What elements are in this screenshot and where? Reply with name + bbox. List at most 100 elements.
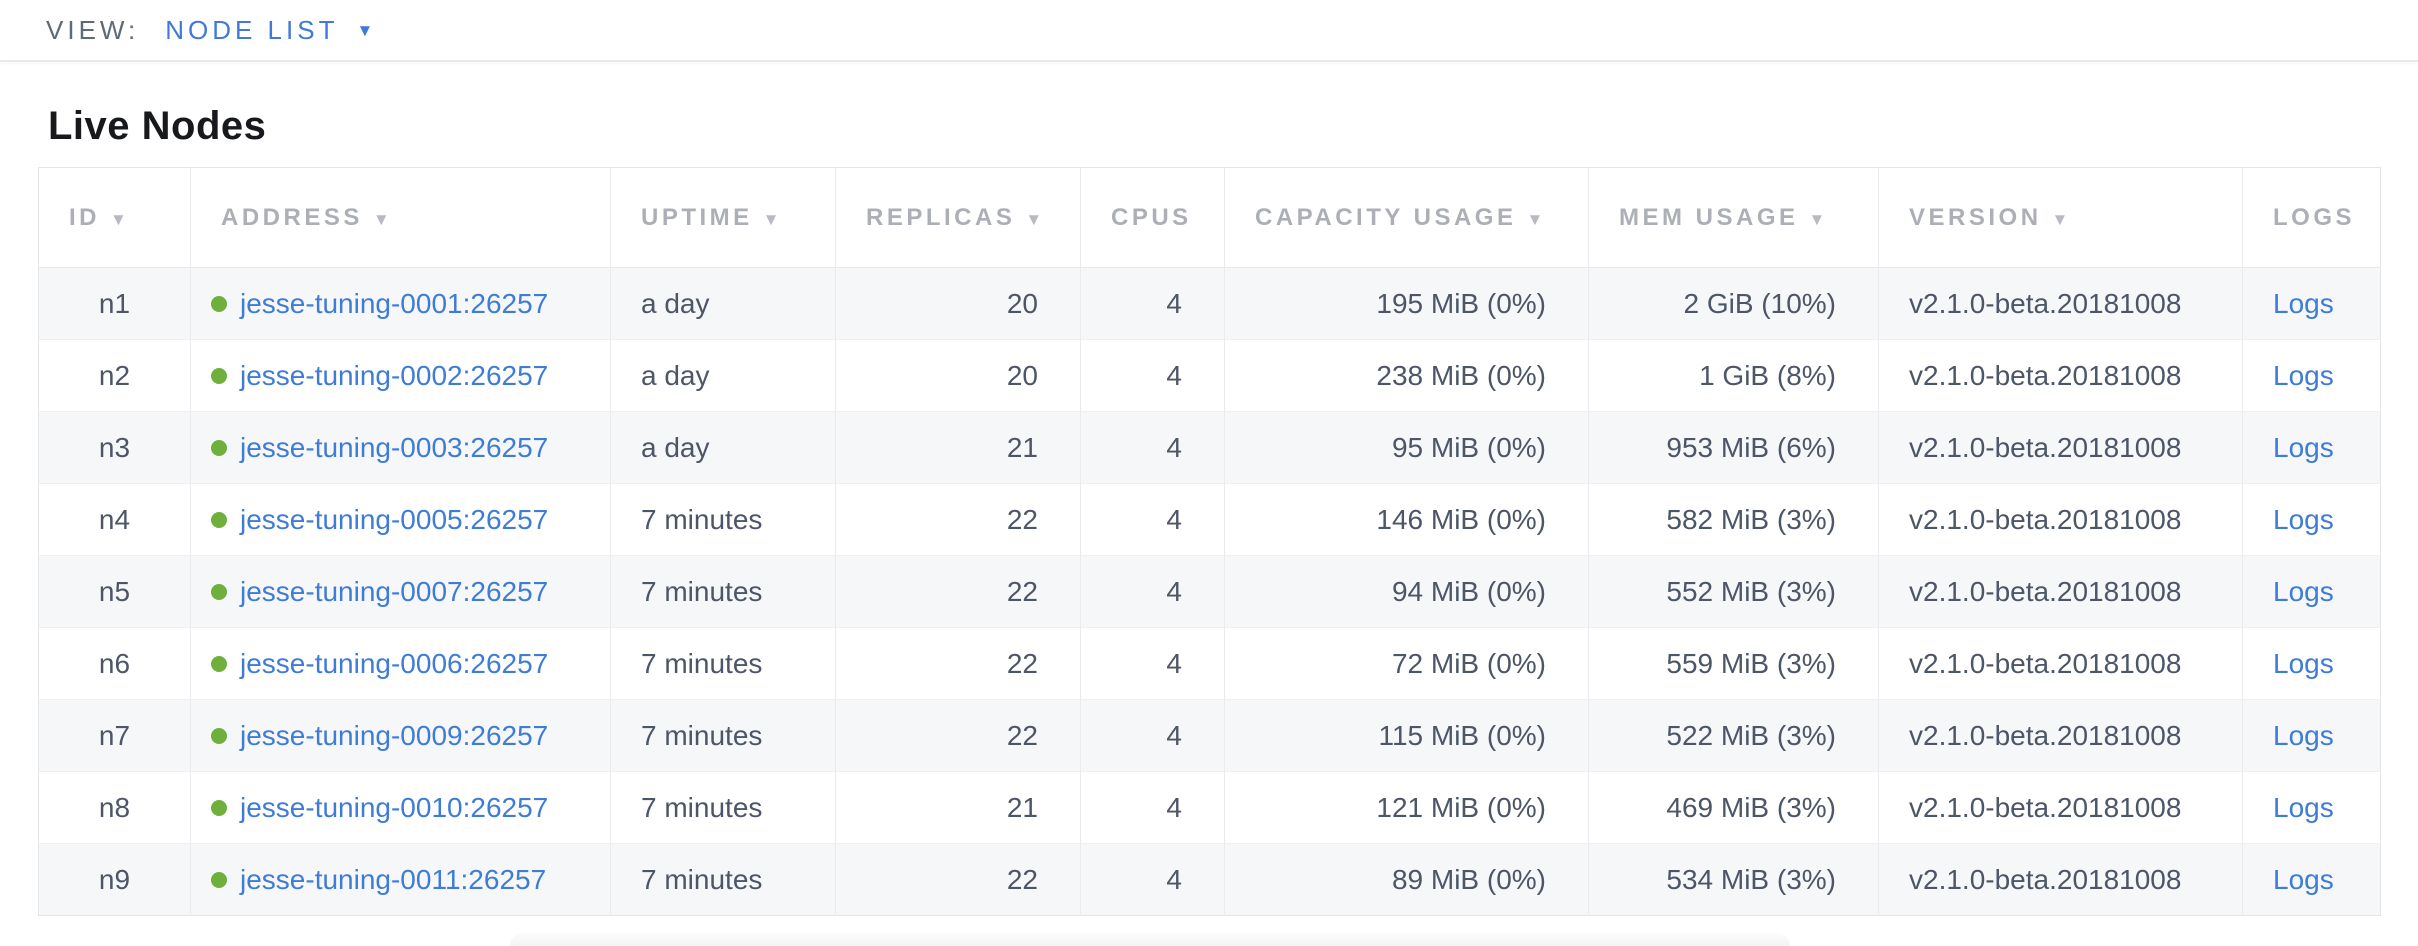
sort-desc-icon: ▼	[762, 209, 783, 229]
replicas-cell: 21	[835, 411, 1081, 484]
view-label: VIEW:	[46, 14, 140, 45]
live-nodes-table-container: ID ▼ ADDRESS ▼ UPTIME ▼ REPLICAS ▼ CPUS	[38, 167, 2381, 916]
logs-cell: Logs	[2242, 627, 2381, 700]
version-cell: v2.1.0-beta.20181008	[1878, 771, 2243, 844]
cpus-cell: 4	[1080, 339, 1225, 412]
logs-cell: Logs	[2242, 771, 2381, 844]
mem-usage-cell: 469 MiB (3%)	[1588, 771, 1879, 844]
table-row: n3 jesse-tuning-0003:26257 a day 21 4 95…	[38, 411, 2381, 484]
id-cell: n8	[98, 791, 131, 823]
column-header-id[interactable]: ID ▼	[38, 167, 191, 268]
address-link[interactable]: jesse-tuning-0003:26257	[240, 431, 549, 463]
node-live-status-icon	[211, 295, 227, 312]
logs-link[interactable]: Logs	[2273, 287, 2334, 319]
version-cell: v2.1.0-beta.20181008	[1878, 699, 2243, 772]
version-cell: v2.1.0-beta.20181008	[1878, 627, 2243, 700]
logs-link[interactable]: Logs	[2273, 863, 2334, 895]
id-cell: n9	[98, 863, 131, 895]
column-header-version[interactable]: VERSION ▼	[1878, 167, 2243, 268]
logs-link[interactable]: Logs	[2273, 503, 2334, 535]
sort-desc-icon: ▼	[1025, 209, 1046, 229]
capacity-usage-cell: 115 MiB (0%)	[1224, 699, 1589, 772]
cpus-cell: 4	[1080, 483, 1225, 556]
capacity-usage-cell: 146 MiB (0%)	[1224, 483, 1589, 556]
sort-desc-icon: ▼	[372, 209, 394, 229]
address-cell: jesse-tuning-0003:26257	[190, 411, 611, 484]
logs-cell: Logs	[2242, 483, 2381, 556]
replicas-cell: 22	[835, 699, 1081, 772]
capacity-usage-cell: 121 MiB (0%)	[1224, 771, 1589, 844]
address-link[interactable]: jesse-tuning-0005:26257	[240, 503, 549, 535]
capacity-usage-cell: 95 MiB (0%)	[1224, 411, 1589, 484]
id-cell: n4	[98, 503, 131, 535]
node-live-status-icon	[211, 511, 227, 528]
column-header-cpus: CPUS	[1080, 167, 1225, 268]
id-cell: n3	[98, 431, 131, 463]
logs-link[interactable]: Logs	[2273, 431, 2334, 463]
logs-cell: Logs	[2242, 555, 2381, 628]
address-link[interactable]: jesse-tuning-0007:26257	[240, 575, 549, 607]
logs-link[interactable]: Logs	[2273, 575, 2334, 607]
logs-link[interactable]: Logs	[2273, 647, 2334, 679]
live-nodes-table: ID ▼ ADDRESS ▼ UPTIME ▼ REPLICAS ▼ CPUS	[38, 167, 2381, 916]
address-cell: jesse-tuning-0001:26257	[190, 267, 611, 340]
id-cell: n6	[98, 647, 131, 679]
mem-usage-cell: 552 MiB (3%)	[1588, 555, 1879, 628]
mem-usage-cell: 953 MiB (6%)	[1588, 411, 1879, 484]
logs-link[interactable]: Logs	[2273, 791, 2334, 823]
cpus-cell: 4	[1080, 555, 1225, 628]
uptime-cell: 7 minutes	[610, 699, 836, 772]
table-row: n6 jesse-tuning-0006:26257 7 minutes 22 …	[38, 627, 2381, 700]
cpus-cell: 4	[1080, 411, 1225, 484]
version-cell: v2.1.0-beta.20181008	[1878, 339, 2243, 412]
uptime-cell: 7 minutes	[610, 555, 836, 628]
uptime-cell: 7 minutes	[610, 483, 836, 556]
next-section-shadow	[510, 933, 1790, 946]
view-dropdown[interactable]: NODE LIST ▼	[165, 15, 373, 46]
table-row: n4 jesse-tuning-0005:26257 7 minutes 22 …	[38, 483, 2381, 556]
version-cell: v2.1.0-beta.20181008	[1878, 843, 2243, 916]
address-link[interactable]: jesse-tuning-0001:26257	[240, 287, 549, 319]
logs-link[interactable]: Logs	[2273, 359, 2334, 391]
address-link[interactable]: jesse-tuning-0010:26257	[240, 791, 549, 823]
logs-link[interactable]: Logs	[2273, 719, 2334, 751]
sort-desc-icon: ▼	[110, 209, 131, 229]
address-link[interactable]: jesse-tuning-0002:26257	[240, 359, 549, 391]
uptime-cell: 7 minutes	[610, 627, 836, 700]
capacity-usage-cell: 94 MiB (0%)	[1224, 555, 1589, 628]
version-cell: v2.1.0-beta.20181008	[1878, 267, 2243, 340]
chevron-down-icon: ▼	[356, 20, 374, 40]
address-link[interactable]: jesse-tuning-0009:26257	[240, 719, 549, 751]
cpus-cell: 4	[1080, 771, 1225, 844]
column-header-capacity-usage[interactable]: CAPACITY USAGE ▼	[1224, 167, 1589, 268]
node-live-status-icon	[211, 583, 227, 600]
node-live-status-icon	[211, 799, 227, 816]
replicas-cell: 20	[835, 339, 1081, 412]
table-row: n9 jesse-tuning-0011:26257 7 minutes 22 …	[38, 843, 2381, 916]
column-header-replicas[interactable]: REPLICAS ▼	[835, 167, 1081, 268]
id-cell: n2	[98, 359, 131, 391]
mem-usage-cell: 582 MiB (3%)	[1588, 483, 1879, 556]
live-nodes-section: Live Nodes ID ▼ ADDRESS ▼ UPTIME ▼	[0, 104, 2418, 916]
mem-usage-cell: 2 GiB (10%)	[1588, 267, 1879, 340]
uptime-cell: 7 minutes	[610, 843, 836, 916]
logs-cell: Logs	[2242, 843, 2381, 916]
sort-desc-icon: ▼	[1808, 209, 1829, 229]
column-header-uptime[interactable]: UPTIME ▼	[610, 167, 836, 268]
column-header-address[interactable]: ADDRESS ▼	[190, 167, 611, 268]
address-cell: jesse-tuning-0011:26257	[190, 843, 611, 916]
address-link[interactable]: jesse-tuning-0006:26257	[240, 647, 549, 679]
cpus-cell: 4	[1080, 627, 1225, 700]
mem-usage-cell: 534 MiB (3%)	[1588, 843, 1879, 916]
column-header-mem-usage[interactable]: MEM USAGE ▼	[1588, 167, 1879, 268]
uptime-cell: a day	[610, 411, 836, 484]
address-link[interactable]: jesse-tuning-0011:26257	[240, 863, 547, 895]
capacity-usage-cell: 238 MiB (0%)	[1224, 339, 1589, 412]
logs-cell: Logs	[2242, 699, 2381, 772]
node-live-status-icon	[211, 871, 227, 888]
address-cell: jesse-tuning-0005:26257	[190, 483, 611, 556]
version-cell: v2.1.0-beta.20181008	[1878, 555, 2243, 628]
node-live-status-icon	[211, 367, 227, 384]
cpus-cell: 4	[1080, 843, 1225, 916]
logs-cell: Logs	[2242, 267, 2381, 340]
